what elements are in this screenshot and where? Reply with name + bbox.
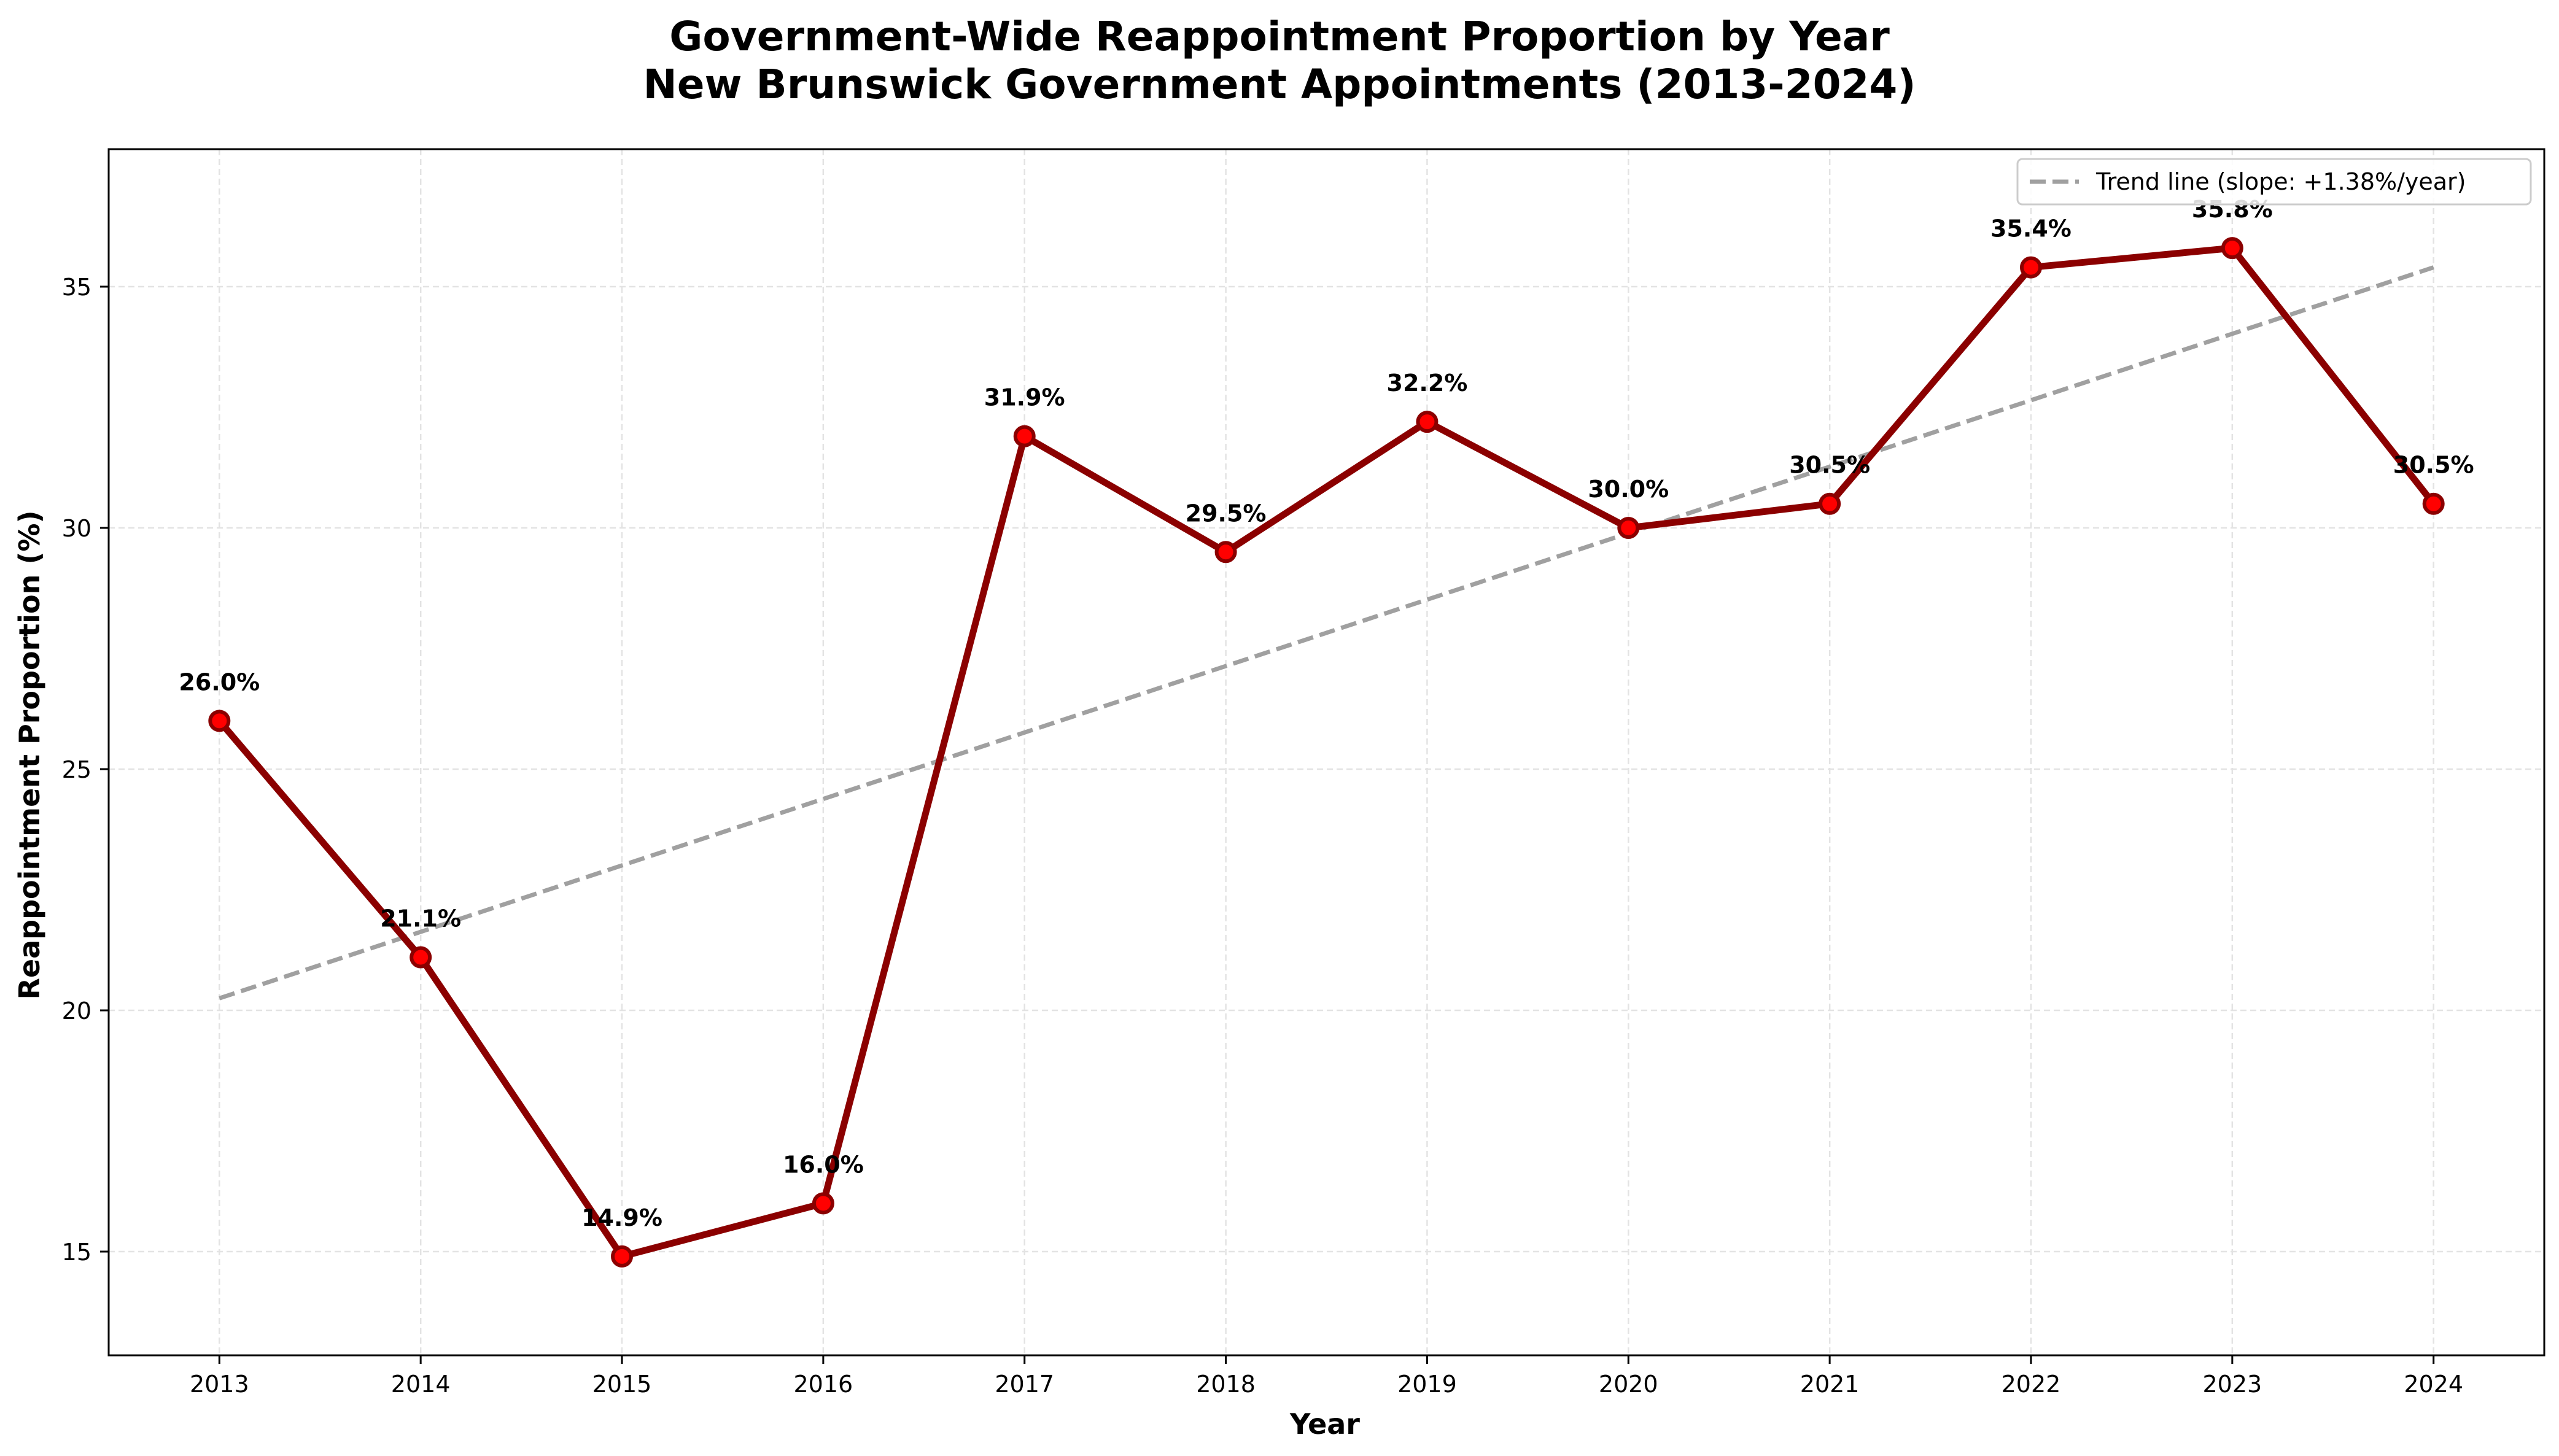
- data-label: 14.9%: [581, 1204, 662, 1231]
- data-point: [2422, 492, 2445, 515]
- data-point: [1416, 411, 1439, 433]
- data-label: 35.4%: [1990, 215, 2072, 242]
- data-label: 30.5%: [1789, 452, 1870, 479]
- data-point: [1013, 425, 1036, 447]
- x-tick-label: 2024: [2404, 1371, 2463, 1398]
- y-tick-label: 35: [62, 274, 91, 301]
- data-point: [2221, 237, 2243, 260]
- data-label: 16.0%: [783, 1151, 864, 1178]
- chart-title-line-1: Government-Wide Reappointment Proportion…: [669, 13, 1890, 60]
- data-point: [410, 946, 432, 969]
- series-line: [217, 244, 2437, 1260]
- x-tick-label: 2017: [995, 1371, 1054, 1398]
- y-tick-label: 25: [62, 756, 91, 783]
- y-tick-label: 30: [62, 515, 91, 542]
- trend-line: [219, 265, 2434, 1001]
- data-label: 26.0%: [179, 668, 260, 695]
- axes: 2013 2014 2015 2016 2017 2018 2019 2020 2021 2022…: [62, 148, 2545, 1398]
- legend-trend-label: Trend line (slope: +1.38%/year): [2095, 168, 2466, 195]
- trend-line-group: [219, 265, 2434, 1001]
- plot-frame: [107, 148, 2545, 1357]
- data-point: [611, 1245, 634, 1268]
- y-tick-label: 15: [62, 1239, 91, 1266]
- data-point: [208, 710, 231, 732]
- data-label: 32.2%: [1387, 370, 1468, 397]
- x-tick-label: 2018: [1196, 1371, 1256, 1398]
- chart-title-line-2: New Brunswick Government Appointments (2…: [643, 61, 1916, 108]
- x-tick-label: 2019: [1397, 1371, 1457, 1398]
- x-tick-label: 2022: [2002, 1371, 2061, 1398]
- data-point: [1617, 517, 1640, 540]
- data-label: 31.9%: [984, 384, 1065, 411]
- y-tick-label: 20: [62, 997, 91, 1024]
- y-axis-label: Reappointment Proportion (%): [13, 511, 46, 1000]
- data-labels: 26.0% 21.1% 14.9% 16.0% 31.9% 29.5% 32.2% 30.0%…: [179, 196, 2474, 1231]
- x-tick-label: 2021: [1800, 1371, 1860, 1398]
- data-point: [2019, 256, 2042, 279]
- data-point: [1819, 492, 1841, 515]
- x-tick-label: 2023: [2202, 1371, 2262, 1398]
- x-axis-label: Year: [1289, 1408, 1360, 1441]
- data-point: [1214, 541, 1237, 563]
- data-point: [812, 1192, 834, 1215]
- x-tick-label: 2020: [1599, 1371, 1658, 1398]
- grid: [109, 149, 2544, 1355]
- data-label: 30.5%: [2393, 452, 2474, 479]
- series-group: [208, 237, 2445, 1268]
- data-label: 21.1%: [380, 905, 461, 932]
- data-label: 30.0%: [1588, 476, 1669, 503]
- x-tick-label: 2016: [794, 1371, 853, 1398]
- x-tick-label: 2014: [391, 1371, 451, 1398]
- data-label: 29.5%: [1186, 500, 1267, 527]
- x-tick-label: 2013: [190, 1371, 249, 1398]
- x-tick-label: 2015: [592, 1371, 652, 1398]
- legend: Trend line (slope: +1.38%/year): [2016, 158, 2532, 206]
- legend-box: [2016, 158, 2532, 206]
